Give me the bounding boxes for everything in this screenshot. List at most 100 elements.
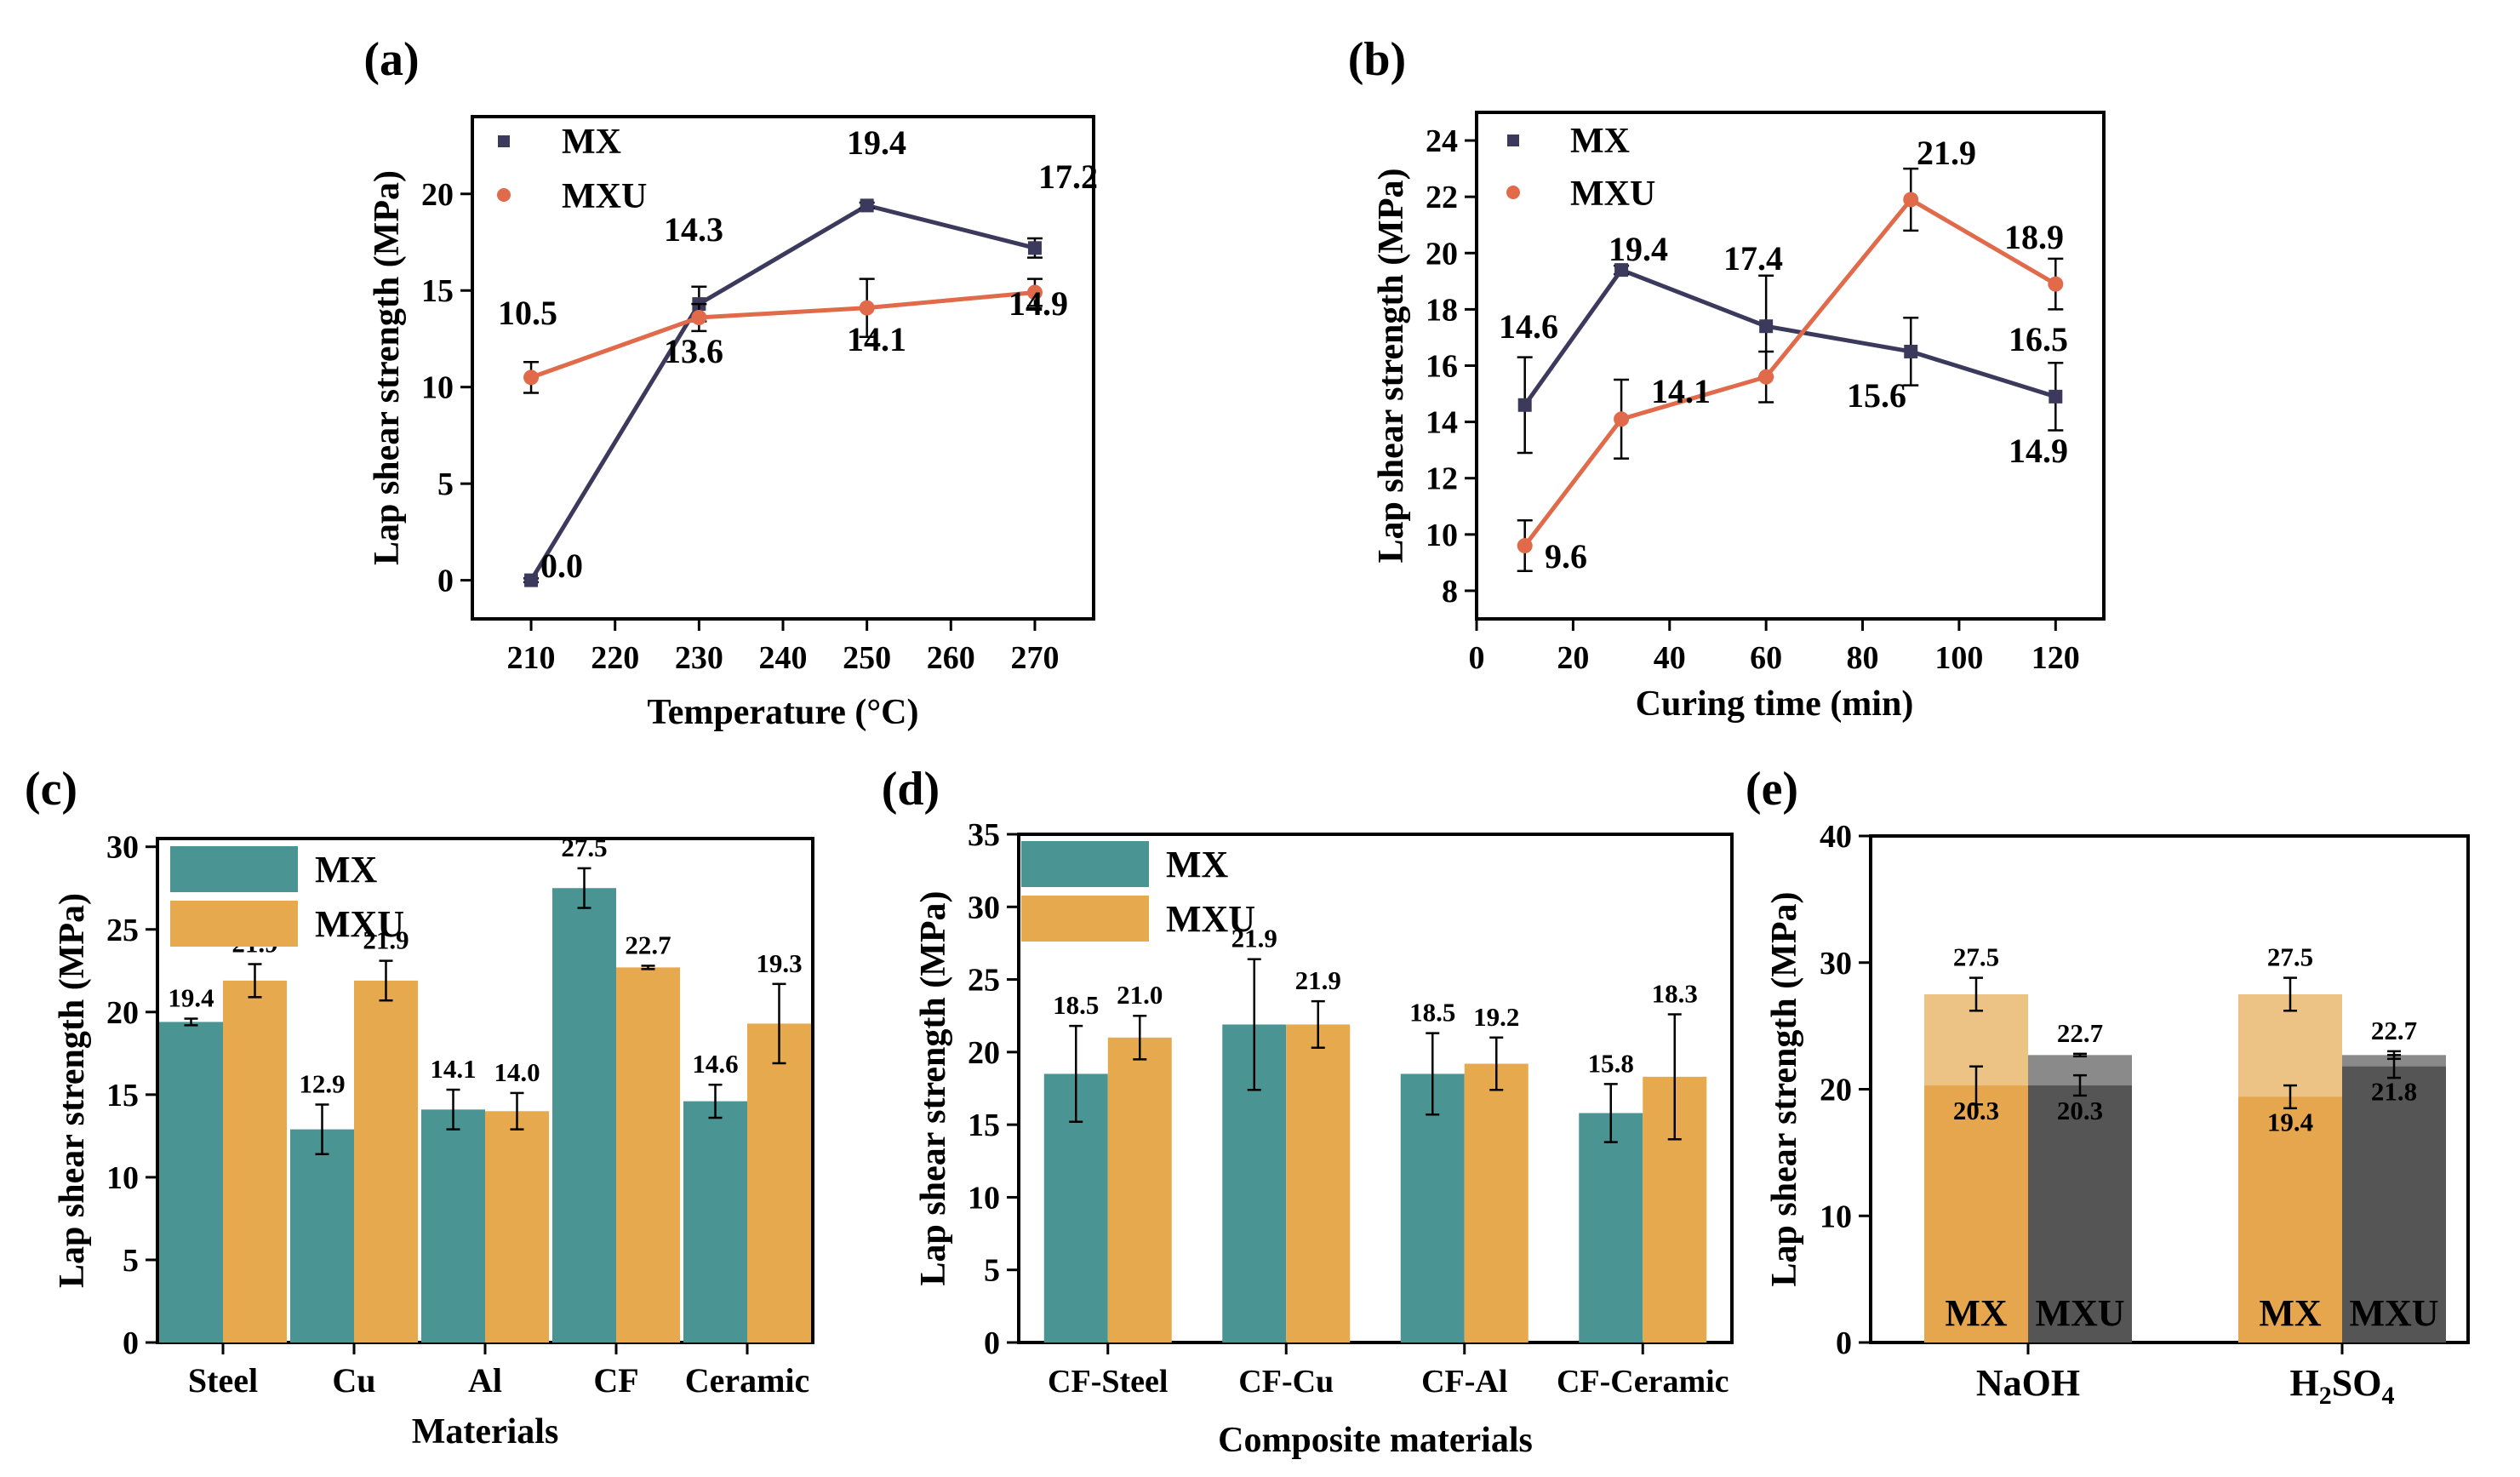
- data-label: 19.2: [1473, 1002, 1519, 1032]
- data-label: 16.5: [2009, 320, 2068, 358]
- mx-data-point: [1027, 241, 1042, 255]
- mx-data-point: [524, 573, 539, 587]
- y-axis-title: Lap shear strength (MPa): [1372, 169, 1411, 564]
- y-tick-label: 10: [968, 1180, 1000, 1216]
- y-axis-title: Lap shear strength (MPa): [1765, 892, 1804, 1287]
- legend-mx-label: MX: [315, 849, 378, 890]
- data-label: 9.6: [1545, 537, 1587, 575]
- panel-label: (d): [882, 763, 940, 816]
- y-tick-label: 10: [1426, 518, 1458, 553]
- x-tick-label-part: 4: [2381, 1382, 2394, 1410]
- mx-bar: [159, 1022, 223, 1342]
- y-tick-label: 5: [437, 467, 454, 502]
- bar-inner-label: MX: [2259, 1292, 2322, 1334]
- x-tick-label: H2SO4: [2290, 1362, 2395, 1410]
- y-tick-label: 30: [106, 830, 139, 866]
- data-label: 21.9: [1231, 924, 1277, 953]
- bar-inner-label: MX: [1945, 1292, 2008, 1334]
- panel-label: (e): [1746, 763, 1798, 816]
- data-label: 19.4: [847, 123, 906, 162]
- data-label-after: 21.8: [2371, 1077, 2417, 1107]
- mx-bar: [1579, 1113, 1643, 1342]
- data-label: 18.9: [2004, 218, 2064, 256]
- x-tick-label: Al: [468, 1361, 502, 1400]
- y-tick-label: 35: [968, 817, 1000, 853]
- legend-mxu-swatch: [170, 901, 298, 947]
- legend-mxu-label: MXU: [1166, 898, 1255, 940]
- x-tick-label: 210: [507, 640, 556, 676]
- x-tick-label-part: 2: [2319, 1382, 2332, 1410]
- data-label: 14.9: [1009, 284, 1068, 323]
- data-label: 27.5: [561, 833, 607, 862]
- x-tick-label: NaOH: [1976, 1362, 2080, 1404]
- mxu-data-point: [691, 310, 707, 325]
- legend-mx-label: MX: [1166, 844, 1229, 885]
- data-label-before: 27.5: [1953, 942, 1999, 972]
- x-tick-label: 20: [1557, 640, 1589, 676]
- x-tick-label: 230: [675, 640, 723, 676]
- y-tick-label: 24: [1426, 123, 1458, 159]
- plot-frame: [1017, 833, 1734, 1344]
- y-tick-label: 5: [984, 1253, 1000, 1289]
- x-tick-label: 80: [1847, 640, 1879, 676]
- mxu-data-point: [1026, 284, 1043, 301]
- mx-series-line: [1523, 267, 2057, 407]
- mx-bar-after: [2238, 1096, 2342, 1342]
- bar-inner-label: MXU: [2349, 1292, 2438, 1334]
- x-tick-label: Steel: [188, 1361, 258, 1400]
- y-tick-label: 10: [1820, 1199, 1852, 1234]
- y-tick-label: 20: [1820, 1073, 1852, 1108]
- mxu-data-point: [1614, 411, 1630, 427]
- y-tick-label: 15: [968, 1108, 1000, 1143]
- y-tick-label: 20: [1426, 236, 1458, 272]
- y-tick-label: 0: [123, 1325, 139, 1361]
- x-tick-label: 40: [1654, 640, 1686, 676]
- data-label: 19.4: [168, 983, 214, 1013]
- data-label: 0.0: [540, 547, 583, 585]
- data-label: 22.7: [625, 930, 671, 959]
- y-tick-label: 8: [1442, 574, 1458, 610]
- mx-series-line: [529, 203, 1036, 581]
- legend-mxu-marker: [1506, 186, 1520, 199]
- legend-mxu-marker: [497, 188, 511, 202]
- mxu-data-point: [1758, 369, 1774, 385]
- data-label: 14.6: [692, 1049, 738, 1079]
- y-tick-label: 18: [1426, 292, 1458, 328]
- mx-data-point: [2049, 389, 2063, 404]
- mxu-bar: [1286, 1024, 1351, 1342]
- data-label: 14.3: [664, 210, 723, 249]
- x-tick-label: 240: [759, 640, 808, 676]
- y-tick-label: 5: [123, 1243, 139, 1279]
- y-tick-label: 16: [1426, 349, 1458, 385]
- y-tick-label: 20: [106, 995, 139, 1031]
- x-tick-label-part: H: [2290, 1362, 2319, 1404]
- x-axis-title: Composite materials: [1218, 1421, 1533, 1460]
- y-tick-label: 14: [1426, 405, 1458, 441]
- y-tick-label: 0: [1836, 1325, 1852, 1361]
- x-tick-label: 60: [1750, 640, 1782, 676]
- x-axis-title: Curing time (min): [1636, 684, 1914, 724]
- panel-e-bar-chart: (e) 0 10 20 30 40 Lap shear strength (MPa) 27.5…: [1746, 763, 2470, 1410]
- mx-bar: [552, 888, 616, 1342]
- x-tick-label: Cu: [332, 1361, 375, 1400]
- data-label: 19.4: [1609, 230, 1668, 268]
- data-label: 14.1: [430, 1054, 476, 1084]
- data-label: 18.5: [1409, 998, 1455, 1028]
- mx-bar: [1400, 1073, 1465, 1342]
- x-axis-title: Temperature (°C): [648, 693, 919, 732]
- mx-bar-after: [1924, 1085, 2028, 1342]
- mxu-bar: [223, 980, 287, 1342]
- legend-mx-marker: [498, 135, 510, 147]
- data-label: 10.5: [498, 294, 557, 332]
- mxu-data-point: [523, 369, 540, 386]
- legend-mx-marker: [1507, 135, 1519, 146]
- legend-mxu-label: MXU: [1570, 175, 1655, 214]
- mxu-bar: [485, 1111, 549, 1342]
- y-axis-title: Lap shear strength (MPa): [53, 893, 92, 1288]
- y-tick-label: 12: [1426, 461, 1458, 497]
- legend-mx-label: MX: [562, 123, 621, 162]
- mx-bar: [421, 1109, 485, 1342]
- mxu-data-point: [2048, 276, 2064, 292]
- mx-data-point: [860, 198, 874, 213]
